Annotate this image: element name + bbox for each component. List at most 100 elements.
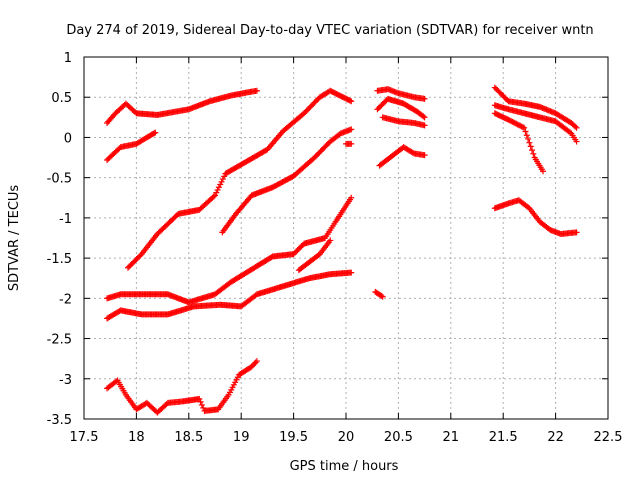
data-point	[510, 119, 517, 126]
data-point	[517, 122, 524, 129]
y-tick-label: -1.5	[47, 252, 72, 267]
data-point	[196, 395, 203, 402]
data-point	[518, 123, 525, 130]
data-point	[295, 245, 302, 252]
data-point	[327, 237, 334, 244]
x-tick-label: 21.5	[489, 430, 518, 445]
data-point	[308, 102, 315, 109]
data-point	[525, 204, 532, 211]
data-point	[221, 173, 228, 180]
data-point	[311, 99, 318, 106]
series-arc-15	[491, 84, 580, 131]
x-tick-label: 22	[547, 430, 564, 445]
y-tick-label: 1	[64, 51, 72, 66]
data-point	[210, 193, 217, 200]
data-point	[290, 251, 297, 258]
data-point	[509, 118, 516, 125]
data-point	[378, 292, 385, 299]
x-tick-label: 17.5	[70, 430, 99, 445]
data-point	[374, 106, 381, 113]
series-arc-11	[374, 95, 428, 121]
data-point	[540, 168, 547, 175]
data-point	[573, 124, 580, 131]
data-point	[214, 186, 221, 193]
data-point	[348, 126, 355, 133]
series-arc-3	[125, 87, 355, 271]
series-arc-14	[372, 288, 386, 300]
y-tick-label: -3.5	[47, 413, 72, 428]
x-tick-label: 19.5	[279, 430, 308, 445]
data-point	[348, 98, 355, 105]
data-point	[506, 117, 513, 124]
data-point	[315, 252, 322, 259]
series-arc-8	[104, 269, 355, 322]
series-arc-17	[491, 110, 547, 175]
data-point	[151, 130, 158, 137]
x-tick-label: 21	[443, 430, 460, 445]
data-point	[253, 358, 260, 365]
data-point	[421, 114, 428, 121]
data-point	[305, 106, 312, 113]
data-point	[198, 401, 205, 408]
y-axis-label: SDTVAR / TECUs	[7, 185, 22, 292]
data-point	[382, 98, 389, 105]
data-point	[379, 293, 386, 300]
data-point	[348, 269, 355, 276]
data-point	[513, 120, 520, 127]
data-point	[505, 116, 512, 123]
data-point	[522, 128, 529, 135]
y-tick-label: -2	[59, 292, 72, 307]
data-point	[375, 104, 382, 111]
data-point	[421, 95, 428, 102]
data-point	[409, 149, 416, 156]
data-point	[529, 147, 536, 154]
y-tick-label: -1	[59, 212, 72, 227]
data-point	[421, 152, 428, 159]
data-point	[298, 243, 305, 250]
data-point	[347, 97, 354, 104]
data-point	[213, 189, 220, 196]
data-point	[310, 100, 317, 107]
y-tick-label: 0	[64, 131, 72, 146]
series-arc-7	[295, 237, 334, 274]
data-point	[525, 135, 532, 142]
data-point	[348, 140, 355, 147]
axis-ticks: 17.5 18 18.5 19 19.5 20 20.5 21 21.5 22 22.5 1 0.5 0 -…	[47, 51, 623, 445]
data-point	[378, 102, 385, 109]
data-point	[218, 178, 225, 185]
chart-title: Day 274 of 2019, Sidereal Day-to-day VTE…	[66, 23, 593, 38]
data-point	[312, 98, 319, 105]
data-point	[297, 244, 304, 251]
data-point	[215, 184, 222, 191]
data-point	[573, 138, 580, 145]
series-arc-2	[104, 129, 159, 163]
y-tick-label: 0.5	[51, 91, 72, 106]
x-tick-label: 18.5	[174, 430, 203, 445]
data-point	[514, 121, 521, 128]
series-arc-16	[491, 102, 580, 145]
grid	[84, 57, 608, 419]
series-arc-13	[376, 144, 428, 169]
data-series	[104, 84, 580, 416]
data-point	[303, 107, 310, 114]
data-point	[307, 103, 314, 110]
data-point	[567, 129, 574, 136]
data-point	[294, 247, 301, 254]
data-point	[523, 132, 530, 139]
data-point	[420, 113, 427, 120]
series-arc-4	[219, 126, 355, 236]
data-point	[421, 122, 428, 129]
data-point	[380, 99, 387, 106]
data-point	[302, 108, 309, 115]
data-point	[348, 194, 355, 201]
data-point	[291, 249, 298, 256]
data-point	[152, 129, 159, 136]
series-arc-9	[104, 358, 260, 416]
series-arc-6	[104, 194, 355, 306]
x-tick-label: 22.5	[594, 430, 623, 445]
data-point	[526, 139, 533, 146]
data-point	[379, 101, 386, 108]
x-axis-label: GPS time / hours	[290, 459, 399, 474]
data-point	[515, 122, 522, 129]
